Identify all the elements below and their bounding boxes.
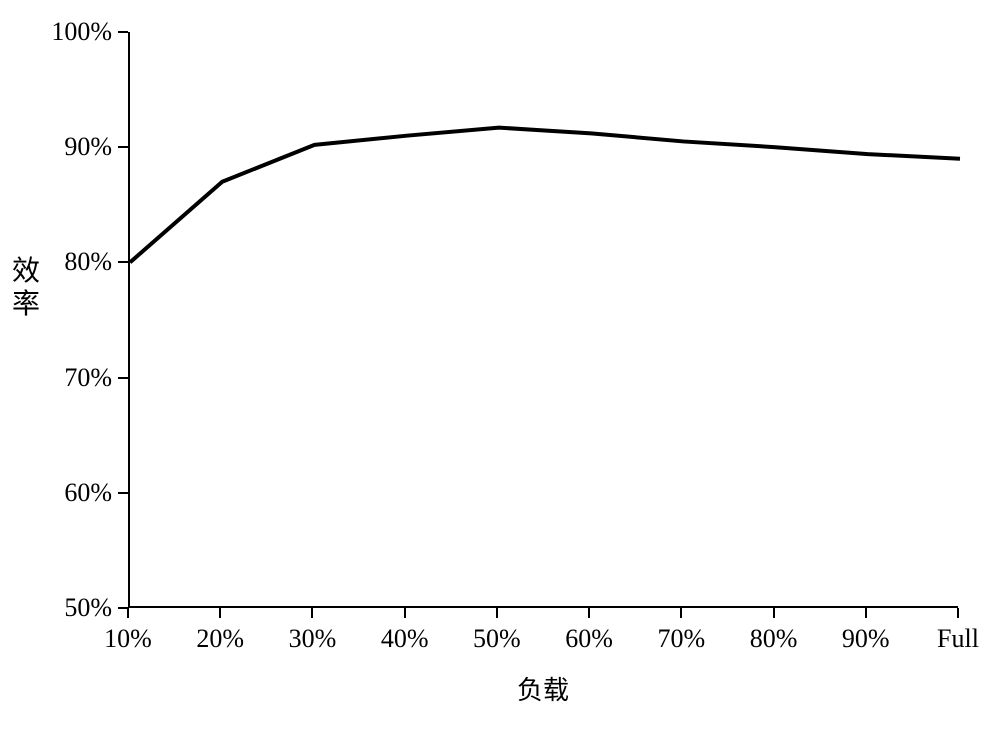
x-tick-label: Full	[937, 624, 979, 654]
y-tick-label: 50%	[0, 593, 112, 623]
x-tick-label: 30%	[289, 624, 337, 654]
y-tick-mark	[118, 31, 128, 33]
efficiency-series-line	[130, 128, 960, 263]
x-tick-label: 50%	[473, 624, 521, 654]
x-tick-mark	[496, 608, 498, 618]
efficiency-line	[130, 32, 960, 608]
x-tick-label: 10%	[104, 624, 152, 654]
x-tick-mark	[588, 608, 590, 618]
x-tick-label: 70%	[657, 624, 705, 654]
x-tick-mark	[680, 608, 682, 618]
y-tick-mark	[118, 377, 128, 379]
x-axis-title: 负载	[517, 670, 569, 707]
plot-area	[128, 32, 958, 608]
x-tick-mark	[127, 608, 129, 618]
x-tick-mark	[404, 608, 406, 618]
x-tick-mark	[865, 608, 867, 618]
x-tick-mark	[219, 608, 221, 618]
y-tick-label: 80%	[0, 247, 112, 277]
y-tick-label: 90%	[0, 132, 112, 162]
x-tick-mark	[311, 608, 313, 618]
x-tick-label: 60%	[565, 624, 613, 654]
y-tick-mark	[118, 146, 128, 148]
y-tick-label: 60%	[0, 478, 112, 508]
y-tick-mark	[118, 492, 128, 494]
x-tick-label: 40%	[381, 624, 429, 654]
x-tick-mark	[957, 608, 959, 618]
x-tick-mark	[773, 608, 775, 618]
y-tick-mark	[118, 261, 128, 263]
y-axis-title-char: 率	[6, 288, 46, 322]
x-tick-label: 90%	[842, 624, 890, 654]
x-tick-label: 20%	[196, 624, 244, 654]
x-tick-label: 80%	[750, 624, 798, 654]
efficiency-load-chart: 效率 负载 50%60%70%80%90%100%10%20%30%40%50%…	[0, 0, 1000, 744]
y-tick-label: 70%	[0, 363, 112, 393]
y-tick-label: 100%	[0, 17, 112, 47]
